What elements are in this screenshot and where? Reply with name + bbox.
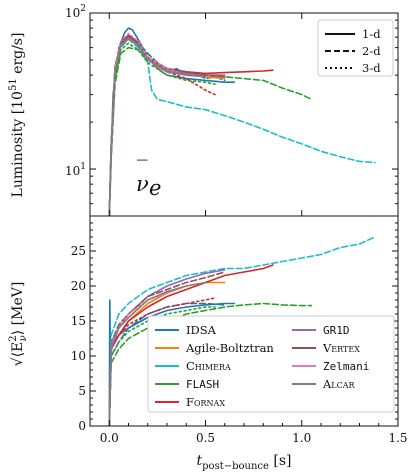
neutrino-species-label: ν ‾ e (136, 157, 161, 200)
legend-label-idsa: IDSA (186, 323, 217, 337)
x-tick-labels: 0.0 0.5 1.0 1.5 (100, 431, 408, 445)
energy-y-tick-labels: 0 5 10 15 20 25 (71, 244, 86, 433)
code-legend: IDSA GR1D Agile-Boltztran Vertex Chimera Zelm… (147, 315, 395, 413)
svg-text:‾: ‾ (137, 157, 148, 181)
luminosity-line-gr1d-1-d (108, 36, 226, 216)
luminosity-panel: 102 101 Luminosity [1051 erg/s] ν ‾ e 1-… (8, 4, 399, 217)
energy-line-alcar-1-d (108, 281, 207, 426)
luminosity-line-idsa-2-d (108, 36, 226, 216)
energy-line-flash-2-d (108, 302, 313, 426)
legend-label-gr1d: GR1D (323, 324, 350, 337)
x-tick-label-1.0: 1.0 (292, 431, 311, 445)
luminosity-axis-label: Luminosity [1051 erg/s] (8, 33, 26, 198)
legend-label-agile-boltztran: Agile-Boltztran (185, 341, 274, 355)
dimension-legend-box (317, 19, 394, 77)
luminosity-line-idsa-1-d (108, 27, 236, 216)
x-tick-label-1.5: 1.5 (388, 431, 407, 445)
energy-panel: 0 5 10 15 20 25 0.0 0.5 1.0 1.5 √⟨E2ν⟩ [MeV] tpo… (8, 215, 408, 472)
y-tick-label-5: 5 (78, 384, 86, 398)
legend-label-zelmani: Zelmani (323, 360, 369, 373)
legend-1d-label: 1-d (362, 27, 381, 41)
time-axis-label: tpost−bounce [s] (197, 453, 292, 472)
luminosity-line-chimera-2-d (108, 38, 376, 216)
luminosity-ticks (90, 12, 399, 217)
svg-text:ν: ν (136, 172, 149, 196)
legend-label-flash: FLASH (186, 378, 219, 391)
legend-label-vertex: Vertex (322, 341, 360, 355)
y-tick-label-10: 10 (71, 349, 86, 363)
legend-label-fornax: Fornax (186, 395, 225, 409)
luminosity-line-fornax-3-d (108, 34, 216, 216)
y-tick-label-0: 0 (78, 419, 86, 433)
energy-line-zelmani-3-d (108, 288, 178, 426)
energy-ticks (89, 222, 399, 427)
y-tick-label-20: 20 (71, 279, 86, 293)
energy-line-fornax-3-d (108, 297, 216, 426)
legend-label-chimera: Chimera (186, 359, 231, 373)
energy-line-chimera-2-d (108, 236, 376, 426)
luminosity-series-group (108, 27, 376, 216)
luminosity-line-alcar-1-d (108, 38, 207, 216)
svg-text:e: e (149, 176, 161, 200)
code-legend-box (147, 315, 395, 413)
luminosity-line-agile-boltztran-1-d (108, 36, 226, 216)
code-legend-items: IDSA GR1D Agile-Boltztran Vertex Chimera Zelm… (155, 323, 369, 409)
x-tick-label-0.0: 0.0 (100, 431, 119, 445)
x-tick-label-0.5: 0.5 (196, 431, 215, 445)
energy-axis-label: √⟨E2ν⟩ [MeV] (8, 282, 29, 367)
y-tick-label-15: 15 (71, 314, 86, 328)
energy-series-group (108, 236, 376, 426)
legend-3d-label: 3-d (362, 61, 381, 75)
luminosity-line-vertex-2-d (108, 35, 226, 216)
y-tick-label-25: 25 (71, 244, 86, 258)
y-tick-label-10: 101 (65, 162, 86, 178)
legend-2d-label: 2-d (362, 44, 381, 58)
dimension-legend: 1-d 2-d 3-d (317, 19, 394, 77)
legend-label-alcar: Alcar (322, 377, 356, 391)
y-tick-label-100: 102 (65, 4, 86, 20)
luminosity-line-fornax-1-d (108, 34, 274, 216)
